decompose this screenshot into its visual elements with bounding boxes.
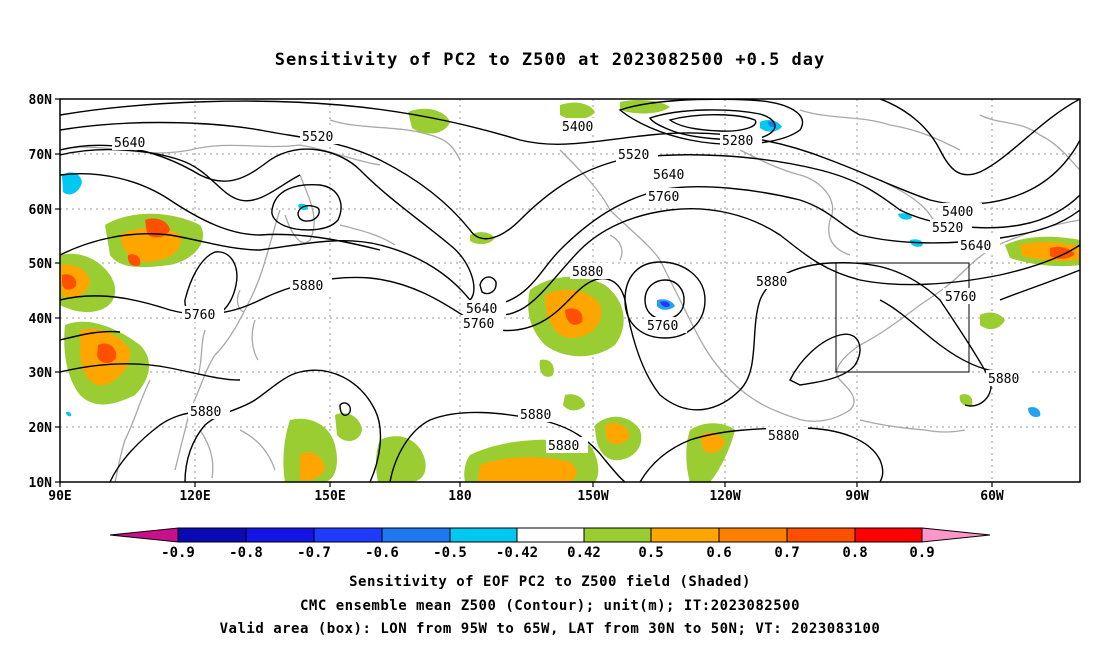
colorbar-label: -0.5 [433,545,467,561]
contour-label: 5880 [548,439,579,454]
contour-label: 5640 [653,168,684,183]
caption-line-2: CMC ensemble mean Z500 (Contour); unit(m… [299,598,800,614]
contour-label: 5880 [292,279,323,294]
lon-label-60w: 60W [980,489,1004,504]
lon-labels: 90E 120E 150E 180 150W 120W 90W 60W [48,489,1004,504]
colorbar-label: -0.6 [365,545,399,561]
contour-labels: 5640 5520 5400 5280 5520 5640 5760 5400 … [112,118,1028,454]
colorbar-label: -0.8 [229,545,263,561]
colorbar-cell [786,527,856,543]
lat-label-80n: 80N [29,93,53,108]
colorbar-cell [381,527,451,543]
colorbar-high-triangle [921,527,991,543]
lon-label-90e: 90E [48,489,71,504]
colorbar-label: -0.7 [297,545,331,561]
colorbar-cell [449,527,518,543]
caption-line-1: Sensitivity of EOF PC2 to Z500 field (Sh… [349,574,751,590]
contour-label: 5760 [648,190,679,205]
contour-label: 5520 [618,148,649,163]
lat-label-20n: 20N [29,421,53,436]
lat-label-70n: 70N [29,148,53,163]
sensitivity-shading [60,99,1080,482]
contour-label: 5520 [302,130,333,145]
contour-label: 5520 [932,221,963,236]
contour-label: 5280 [722,134,753,149]
chart-title: Sensitivity of PC2 to Z500 at 2023082500… [274,50,826,70]
contour-label: 5760 [463,317,494,332]
map-frame [59,98,1081,483]
contour-label: 5640 [960,239,991,254]
contour-label: 5880 [572,265,603,280]
colorbar-cell [516,527,585,543]
colorbar-low-triangle [109,527,179,543]
contour-label: 5880 [768,429,799,444]
colorbar-label: -0.42 [496,545,538,561]
colorbar-cell [854,527,923,543]
colorbar-label: 0.5 [638,545,663,561]
lon-label-120e: 120E [179,489,210,504]
lat-label-50n: 50N [29,257,53,272]
contour-label: 5880 [190,405,221,420]
lon-label-120w: 120W [709,489,740,504]
contour-label: 5760 [647,319,678,334]
lon-label-90w: 90W [845,489,869,504]
colorbar-label: 0.9 [909,545,934,561]
lat-label-40n: 40N [29,312,53,327]
lat-labels: 80N 70N 60N 50N 40N 30N 20N 10N [29,93,53,491]
caption-line-3: Valid area (box): LON from 95W to 65W, L… [219,621,881,637]
lon-label-150w: 150W [577,489,608,504]
lon-label-150e: 150E [314,489,345,504]
colorbar-cell [177,527,247,543]
coastlines [60,109,1080,482]
contour-label: 5880 [756,275,787,290]
contour-label: 5640 [466,302,497,317]
contour-label: 5640 [114,136,145,151]
contour-label: 5760 [945,290,976,305]
valid-area-box [835,262,970,373]
colorbar: -0.9 -0.8 -0.7 -0.6 -0.5 -0.42 0.42 0.5 … [109,527,991,561]
contour-label: 5400 [942,205,973,220]
lat-label-30n: 30N [29,366,53,381]
contour-label: 5400 [562,120,593,135]
colorbar-label: 0.7 [774,545,799,561]
colorbar-cell [718,527,788,543]
colorbar-label: 0.42 [567,545,601,561]
colorbar-cell [583,527,652,543]
colorbar-cell [313,527,383,543]
contour-label: 5880 [988,372,1019,387]
lon-label-180: 180 [448,489,472,504]
contour-label: 5760 [184,308,215,323]
lat-label-10n: 10N [29,476,53,491]
colorbar-cell [245,527,315,543]
colorbar-cell [650,527,720,543]
colorbar-label: 0.8 [842,545,867,561]
colorbar-label: -0.9 [161,545,195,561]
contour-label: 5880 [520,408,551,423]
lat-label-60n: 60N [29,203,53,218]
colorbar-label: 0.6 [706,545,731,561]
